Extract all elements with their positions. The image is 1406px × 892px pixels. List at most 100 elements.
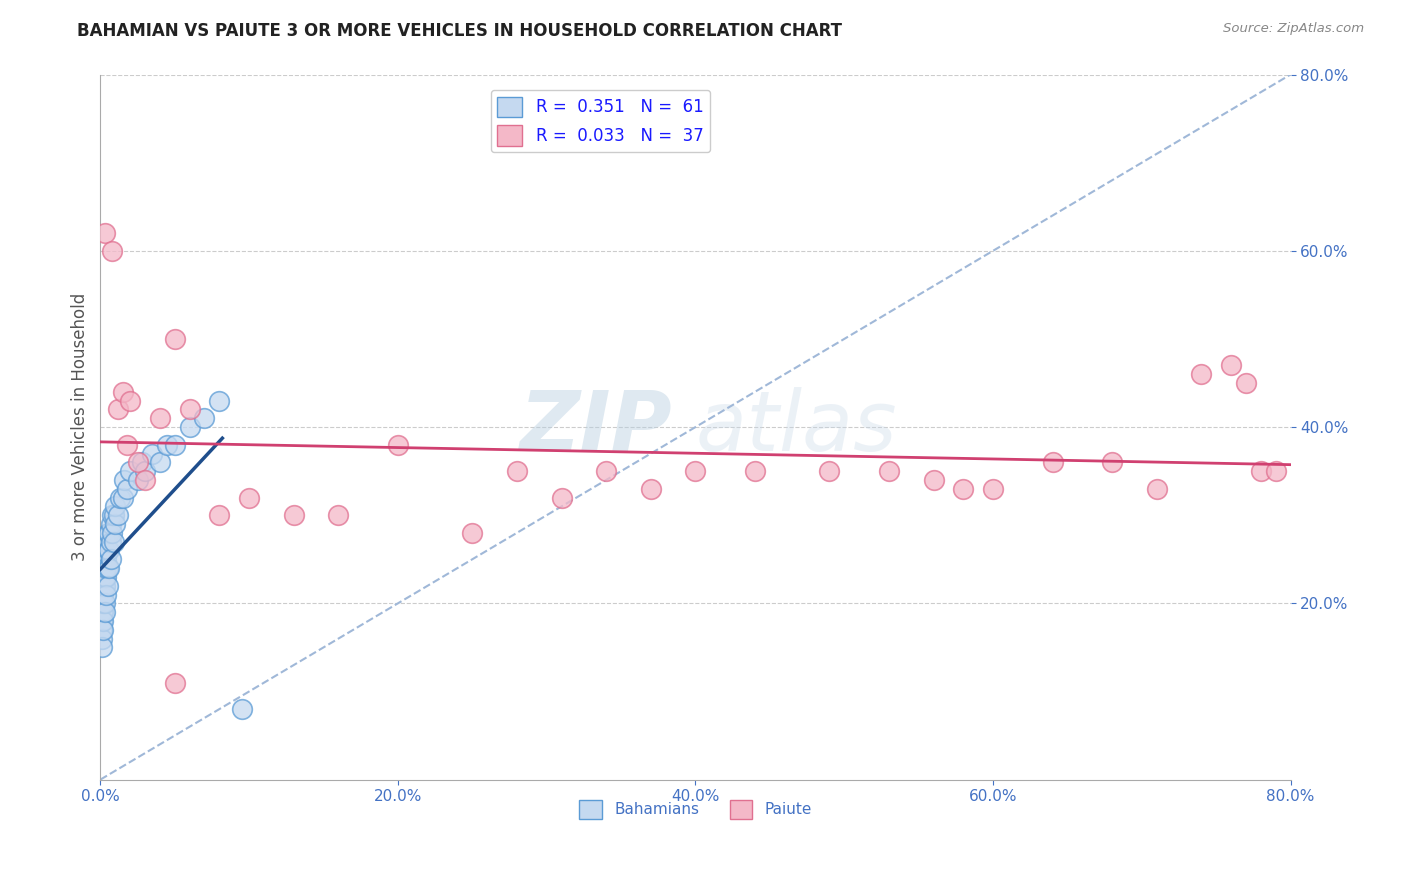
Point xyxy=(283,508,305,523)
Point xyxy=(1250,464,1272,478)
Point xyxy=(685,464,707,478)
Point xyxy=(179,402,201,417)
Text: atlas: atlas xyxy=(696,386,897,467)
Point xyxy=(595,464,617,478)
Point xyxy=(922,473,945,487)
Point xyxy=(94,561,117,575)
Point xyxy=(981,482,1004,496)
Point xyxy=(103,534,125,549)
Point xyxy=(115,438,138,452)
Point xyxy=(91,596,114,610)
Point xyxy=(127,473,149,487)
Point xyxy=(120,464,142,478)
Point xyxy=(163,332,186,346)
Point xyxy=(96,552,118,566)
Point xyxy=(1146,482,1168,496)
Point xyxy=(98,525,121,540)
Point xyxy=(163,438,186,452)
Point xyxy=(97,525,120,540)
Point xyxy=(91,570,114,584)
Text: ZIP: ZIP xyxy=(519,386,672,467)
Point xyxy=(90,623,112,637)
Point xyxy=(96,561,118,575)
Point xyxy=(193,411,215,425)
Point xyxy=(328,508,350,523)
Point xyxy=(550,491,572,505)
Point xyxy=(90,640,112,655)
Point xyxy=(149,411,172,425)
Point xyxy=(103,508,125,523)
Legend: Bahamians, Paiute: Bahamians, Paiute xyxy=(572,794,818,825)
Point xyxy=(640,482,662,496)
Point xyxy=(1220,359,1243,373)
Point xyxy=(461,525,484,540)
Point xyxy=(134,464,156,478)
Point xyxy=(208,508,231,523)
Point xyxy=(1042,455,1064,469)
Point xyxy=(94,226,117,240)
Point xyxy=(149,455,172,469)
Point xyxy=(94,605,117,619)
Point xyxy=(112,473,135,487)
Point xyxy=(98,543,121,558)
Point xyxy=(156,438,179,452)
Point xyxy=(91,579,114,593)
Text: BAHAMIAN VS PAIUTE 3 OR MORE VEHICLES IN HOUSEHOLD CORRELATION CHART: BAHAMIAN VS PAIUTE 3 OR MORE VEHICLES IN… xyxy=(77,22,842,40)
Point xyxy=(208,393,231,408)
Point xyxy=(1234,376,1257,390)
Point xyxy=(90,570,112,584)
Point xyxy=(97,543,120,558)
Point xyxy=(744,464,766,478)
Point xyxy=(90,596,112,610)
Point xyxy=(90,614,112,628)
Point xyxy=(101,244,124,258)
Point xyxy=(90,579,112,593)
Point xyxy=(179,420,201,434)
Point xyxy=(100,552,122,566)
Y-axis label: 3 or more Vehicles in Household: 3 or more Vehicles in Household xyxy=(72,293,89,561)
Point xyxy=(90,605,112,619)
Point xyxy=(97,561,120,575)
Point xyxy=(877,464,900,478)
Point xyxy=(100,534,122,549)
Point xyxy=(818,464,841,478)
Point xyxy=(108,491,131,505)
Point xyxy=(952,482,974,496)
Point xyxy=(115,482,138,496)
Point xyxy=(100,516,122,531)
Point xyxy=(111,384,134,399)
Point xyxy=(107,402,129,417)
Point xyxy=(131,455,153,469)
Point xyxy=(111,491,134,505)
Point xyxy=(98,561,121,575)
Point xyxy=(101,525,124,540)
Point xyxy=(1101,455,1123,469)
Point xyxy=(231,702,253,716)
Point xyxy=(96,570,118,584)
Point xyxy=(104,516,127,531)
Point xyxy=(96,588,118,602)
Point xyxy=(387,438,409,452)
Point xyxy=(90,632,112,646)
Point xyxy=(238,491,260,505)
Point xyxy=(1189,367,1212,381)
Point xyxy=(94,579,117,593)
Point xyxy=(94,570,117,584)
Point xyxy=(91,552,114,566)
Point xyxy=(1264,464,1286,478)
Point xyxy=(94,543,117,558)
Point xyxy=(127,455,149,469)
Point xyxy=(91,614,114,628)
Point xyxy=(94,596,117,610)
Point xyxy=(91,623,114,637)
Point xyxy=(97,579,120,593)
Point xyxy=(120,393,142,408)
Point xyxy=(107,508,129,523)
Point xyxy=(91,605,114,619)
Point xyxy=(163,675,186,690)
Text: Source: ZipAtlas.com: Source: ZipAtlas.com xyxy=(1223,22,1364,36)
Point xyxy=(506,464,529,478)
Point xyxy=(101,508,124,523)
Point xyxy=(91,588,114,602)
Point xyxy=(141,446,163,460)
